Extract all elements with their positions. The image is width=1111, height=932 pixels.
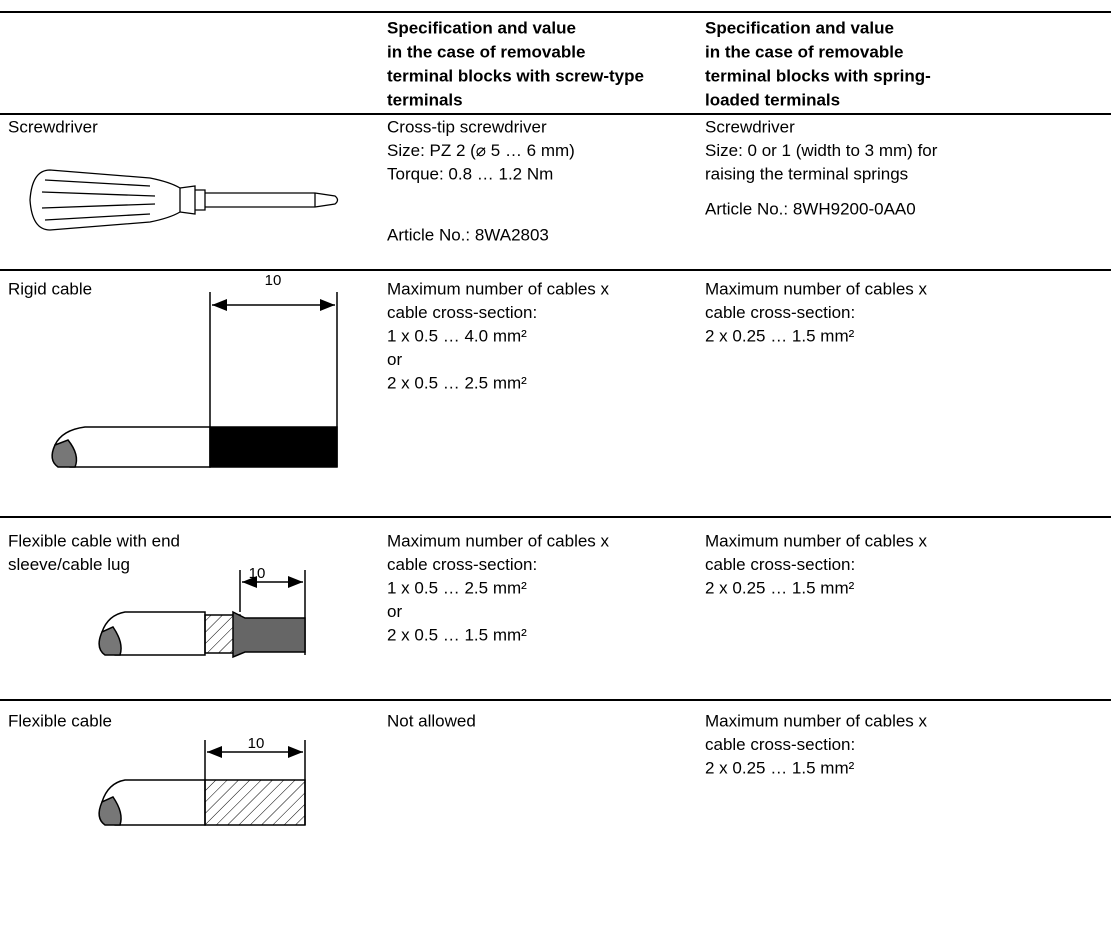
spec-text: 2 x 0.25 … 1.5 mm²	[705, 758, 855, 777]
header-text: Specification and value	[387, 18, 576, 37]
spec-text: Torque: 0.8 … 1.2 Nm	[387, 164, 553, 183]
spec-text: Maximum number of cables x	[705, 279, 928, 298]
spec-text: 1 x 0.5 … 2.5 mm²	[387, 578, 527, 597]
spec-text: 1 x 0.5 … 4.0 mm²	[387, 326, 527, 345]
spec-text: cable cross-section:	[705, 303, 855, 322]
rigid-cable-illustration	[51, 292, 338, 468]
header-text: Specification and value	[705, 18, 894, 37]
row-label: Screwdriver	[8, 117, 98, 136]
spec-text: Screwdriver	[705, 117, 795, 136]
spec-text: 2 x 0.25 … 1.5 mm²	[705, 578, 855, 597]
spec-text: cable cross-section:	[705, 555, 855, 574]
header-text: in the case of removable	[387, 42, 585, 61]
header-text: in the case of removable	[705, 42, 903, 61]
row-label: Flexible cable	[8, 711, 112, 730]
dimension-label: 10	[248, 735, 265, 752]
spec-text: 2 x 0.5 … 1.5 mm²	[387, 625, 527, 644]
dimension-label: 10	[249, 565, 266, 582]
header-text: terminals	[387, 90, 463, 109]
spec-text: 2 x 0.5 … 2.5 mm²	[387, 373, 527, 392]
article-number: Article No.: 8WA2803	[387, 225, 549, 244]
spec-text: raising the terminal springs	[705, 164, 908, 183]
dimension-label: 10	[265, 272, 282, 289]
article-number: Article No.: 8WH9200-0AA0	[705, 199, 916, 218]
header-text: terminal blocks with screw-type	[387, 66, 644, 85]
spec-text: Size: 0 or 1 (width to 3 mm) for	[705, 141, 938, 160]
spec-text: cable cross-section:	[705, 735, 855, 754]
spec-text: cable cross-section:	[387, 555, 537, 574]
row-label: sleeve/cable lug	[8, 555, 130, 574]
spec-text: or	[387, 602, 402, 621]
spec-text: Maximum number of cables x	[705, 711, 928, 730]
header-text: terminal blocks with spring-	[705, 66, 931, 85]
spec-text: 2 x 0.25 … 1.5 mm²	[705, 326, 855, 345]
spec-text: Maximum number of cables x	[387, 279, 610, 298]
spec-text: or	[387, 350, 402, 369]
spec-text: cable cross-section:	[387, 303, 537, 322]
spec-text: Cross-tip screwdriver	[387, 117, 547, 136]
spec-text: Maximum number of cables x	[387, 531, 610, 550]
sleeve-cable-illustration	[98, 570, 306, 659]
header-text: loaded terminals	[705, 90, 840, 109]
spec-text: Not allowed	[387, 711, 476, 730]
spec-text: Maximum number of cables x	[705, 531, 928, 550]
screwdriver-illustration	[29, 169, 339, 231]
flexible-cable-illustration	[98, 740, 306, 826]
spec-text: Size: PZ 2 (⌀ 5 … 6 mm)	[387, 141, 575, 160]
row-label: Flexible cable with end	[8, 531, 180, 550]
row-label: Rigid cable	[8, 279, 92, 298]
